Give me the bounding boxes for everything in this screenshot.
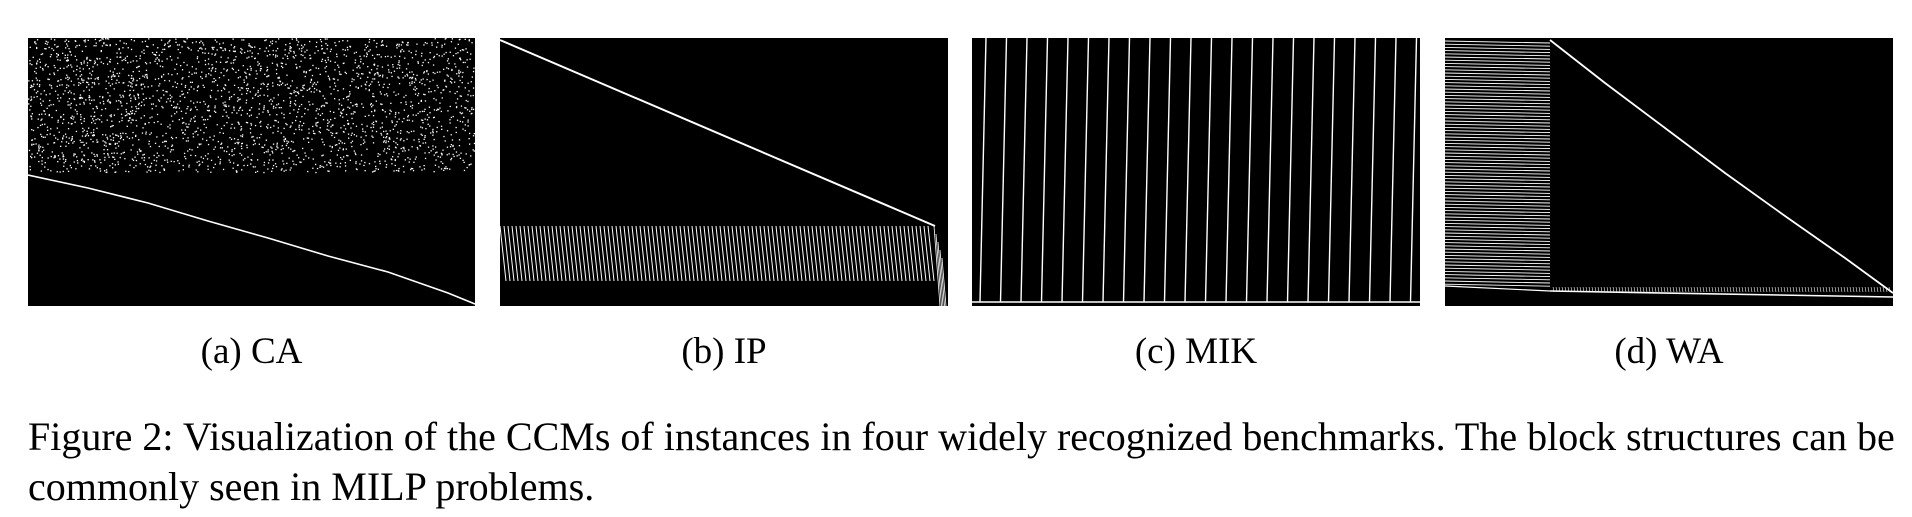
figure-caption: Figure 2: Visualization of the CCMs of i…	[28, 414, 1895, 509]
ccm-wa-left-block	[1445, 40, 1551, 287]
subcaption-mik: (c) MIK	[1134, 331, 1258, 372]
ccm-ca-dense-region	[28, 38, 475, 174]
ccm-ca-diagonal	[28, 174, 475, 305]
subcaption-ip: (b) IP	[681, 331, 767, 372]
ccm-mik-stripes	[979, 38, 1418, 303]
ccm-ip-right-edge	[933, 225, 947, 306]
ccm-panel-wa	[1445, 38, 1893, 306]
ccm-ip-diagonal	[500, 39, 936, 227]
subcaption-wa: (d) WA	[1614, 331, 1724, 372]
ccm-image-wa	[1445, 39, 1893, 298]
ccm-wa-bottom-band	[1445, 285, 1893, 298]
ccm-wa-diagonal	[1549, 39, 1893, 294]
ccm-ip-striped-band	[500, 225, 935, 282]
ccm-image-ip	[500, 39, 947, 306]
ccm-panel-ca	[28, 38, 475, 306]
ccm-image-mik	[972, 38, 1420, 303]
ccm-panel-mik	[972, 38, 1420, 306]
ccm-panel-ip	[500, 38, 948, 306]
ccm-image-ca	[28, 38, 475, 305]
subcaption-ca: (a) CA	[200, 331, 303, 372]
